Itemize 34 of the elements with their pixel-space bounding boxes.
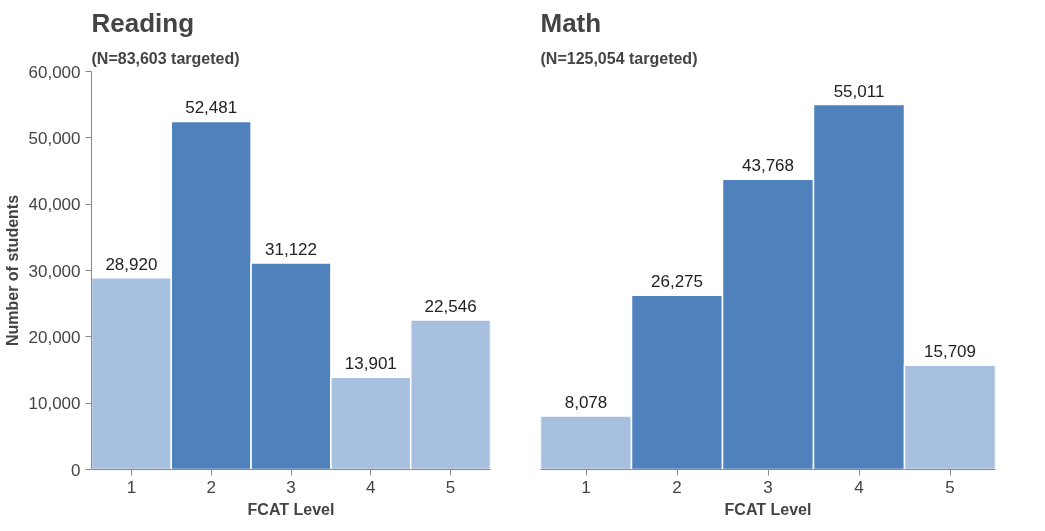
y-tick-label: 30,000 [28, 261, 81, 281]
data-label: 8,078 [564, 392, 608, 412]
x-tick-label: 5 [945, 477, 955, 497]
y-tick-label: 0 [71, 460, 81, 480]
y-tick-label: 10,000 [28, 394, 81, 414]
data-label: 15,709 [924, 342, 976, 362]
x-axis-title: FCAT Level [724, 500, 812, 518]
y-tick-label: 60,000 [28, 62, 81, 82]
x-tick-label: 1 [581, 477, 591, 497]
x-axis-title: FCAT Level [247, 500, 335, 518]
data-label: 52,481 [185, 98, 238, 118]
x-tick-label: 2 [672, 477, 682, 497]
x-tick-label: 4 [366, 477, 376, 497]
y-axis-title: Number of students [3, 194, 21, 347]
data-label: 43,768 [742, 156, 794, 176]
x-tick-label: 2 [206, 477, 216, 497]
data-label: 28,920 [105, 254, 158, 274]
chart-title: Math [540, 7, 602, 38]
data-label: 13,901 [344, 354, 397, 374]
x-tick-label: 5 [445, 477, 456, 497]
data-label: 55,011 [833, 81, 885, 101]
data-label: 22,546 [424, 296, 477, 316]
y-tick-label: 50,000 [28, 128, 81, 148]
data-label: 31,122 [265, 240, 317, 260]
chart-subtitle: (N=83,603 targeted) [91, 49, 240, 67]
x-tick-label: 4 [854, 477, 864, 497]
chart-title: Reading [91, 7, 195, 38]
chart-subtitle: (N=125,054 targeted) [540, 49, 698, 67]
data-label: 26,275 [651, 272, 703, 292]
x-tick-label: 3 [286, 477, 296, 497]
x-tick-label: 3 [763, 477, 773, 497]
x-tick-label: 1 [126, 477, 137, 497]
y-tick-label: 40,000 [28, 195, 81, 215]
y-tick-label: 20,000 [28, 327, 81, 347]
